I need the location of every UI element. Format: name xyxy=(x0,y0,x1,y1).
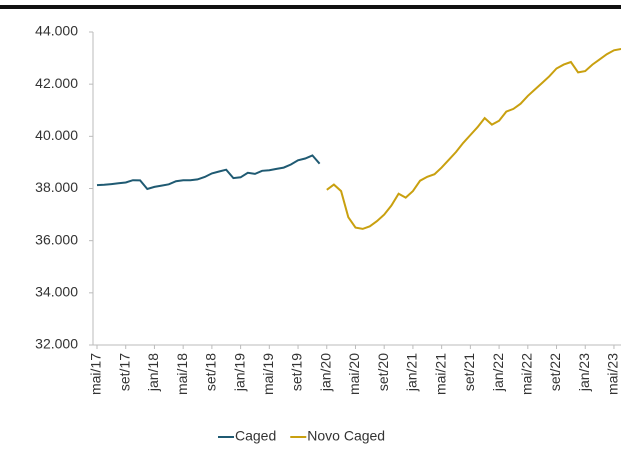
legend-label: Caged xyxy=(235,428,276,444)
y-tick-label: 38.000 xyxy=(35,179,78,195)
y-tick-label: 44.000 xyxy=(35,23,78,39)
x-tick-label: set/17 xyxy=(116,353,132,391)
x-tick-label: set/21 xyxy=(461,353,477,391)
x-tick-label: mai/22 xyxy=(519,353,535,395)
x-tick-label: jan/23 xyxy=(576,353,592,392)
x-tick-label: jan/21 xyxy=(404,353,420,392)
x-tick-label: mai/17 xyxy=(88,353,104,395)
y-tick-label: 36.000 xyxy=(35,231,78,247)
line-series xyxy=(326,48,621,230)
x-tick-label: jan/19 xyxy=(231,353,247,392)
x-tick-label: jan/22 xyxy=(490,353,506,392)
x-tick-label: mai/18 xyxy=(174,353,190,395)
y-tick-label: 34.000 xyxy=(35,284,78,300)
x-tick-label: set/18 xyxy=(203,353,219,391)
x-tick-label: mai/20 xyxy=(346,353,362,395)
x-tick-label: set/22 xyxy=(547,353,563,391)
y-tick-label: 32.000 xyxy=(35,336,78,352)
x-tick-label: set/20 xyxy=(375,353,391,391)
legend-label: Novo Caged xyxy=(307,428,385,444)
x-tick-label: mai/21 xyxy=(432,353,448,395)
x-tick-label: mai/23 xyxy=(605,353,621,395)
x-tick-label: jan/18 xyxy=(145,353,161,392)
y-tick-label: 42.000 xyxy=(35,75,78,91)
x-tick-label: set/19 xyxy=(289,353,305,391)
top-rule xyxy=(0,5,621,9)
line-series xyxy=(96,154,321,191)
x-tick-label: mai/19 xyxy=(260,353,276,395)
x-tick-label: jan/20 xyxy=(317,353,333,392)
y-tick-label: 40.000 xyxy=(35,127,78,143)
